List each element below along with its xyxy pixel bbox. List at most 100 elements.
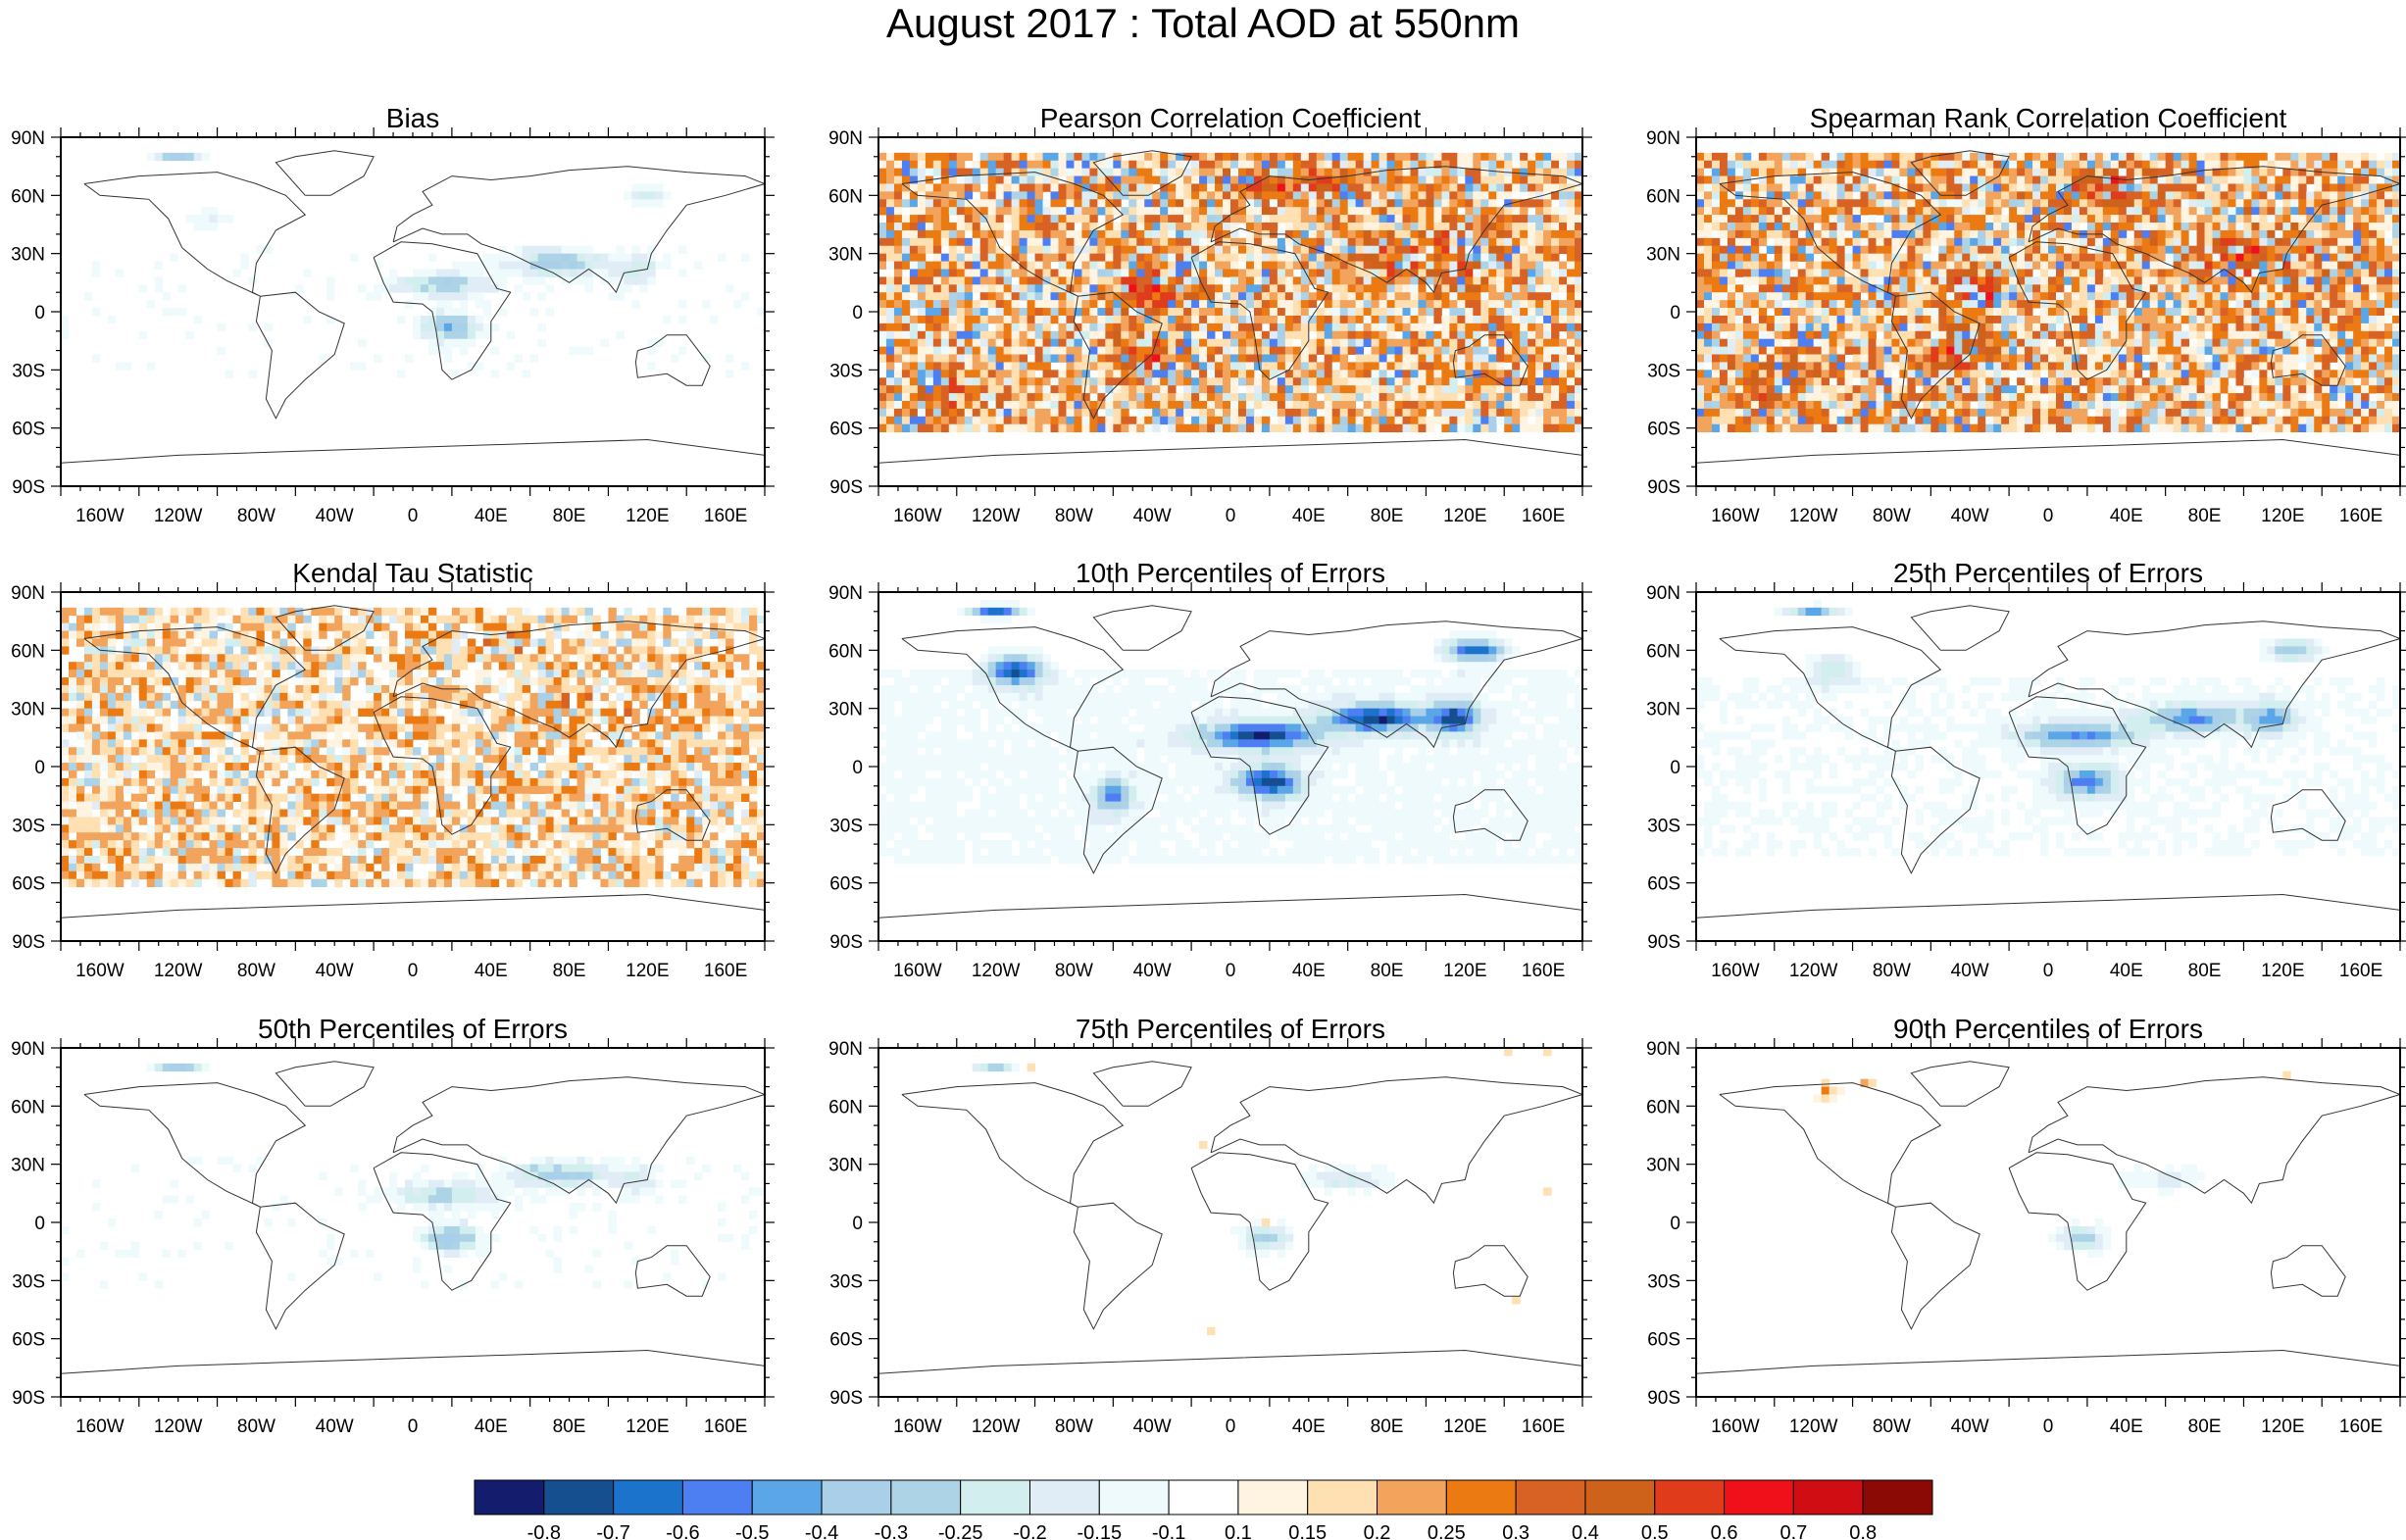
data-cell: [1363, 385, 1372, 394]
data-cell: [1223, 338, 1231, 347]
data-cell: [979, 370, 989, 378]
data-cell: [885, 400, 895, 410]
data-cell: [1480, 323, 1489, 332]
data-cell: [1520, 168, 1529, 176]
data-cell: [1066, 362, 1075, 371]
data-cell: [1386, 223, 1395, 231]
data-cell: [498, 245, 508, 255]
data-cell: [655, 261, 664, 270]
data-cell: [1488, 223, 1497, 231]
data-cell: [1868, 183, 1877, 192]
data-cell: [1121, 215, 1129, 224]
data-cell: [1520, 253, 1529, 262]
data-cell: [1324, 269, 1333, 277]
data-cell: [1050, 152, 1059, 162]
data-cell: [1543, 323, 1552, 332]
data-cell: [1034, 308, 1043, 317]
data-cell: [2377, 237, 2385, 247]
data-cell: [1253, 269, 1263, 277]
data-cell: [1378, 338, 1387, 347]
data-cell: [2235, 199, 2244, 208]
data-cell: [1261, 223, 1271, 231]
data-cell: [2165, 168, 2175, 176]
data-cell: [1543, 400, 1552, 410]
data-cell: [1528, 229, 1536, 239]
data-cell: [1207, 338, 1216, 347]
data-cell: [1551, 253, 1560, 262]
data-cell: [1559, 175, 1568, 184]
data-cell: [878, 199, 887, 208]
data-cell: [1097, 423, 1106, 433]
data-cell: [435, 284, 445, 293]
data-cell: [1160, 191, 1169, 200]
data-cell: [1473, 207, 1481, 216]
data-cell: [878, 229, 887, 239]
data-cell: [2282, 175, 2291, 184]
data-cell: [1567, 346, 1576, 355]
data-cell: [2133, 229, 2143, 239]
data-cell: [2055, 237, 2065, 247]
data-cell: [1316, 183, 1326, 192]
data-cell: [1019, 183, 1028, 192]
data-cell: [1512, 183, 1521, 192]
data-cell: [1089, 423, 1098, 433]
data-cell: [1805, 215, 1815, 224]
data-cell: [1836, 183, 1845, 192]
data-cell: [1331, 168, 1341, 176]
data-cell: [1512, 152, 1521, 162]
data-cell: [1371, 338, 1379, 347]
data-cell: [1535, 168, 1544, 176]
data-cell: [1277, 199, 1286, 208]
data-cell: [1152, 253, 1161, 262]
data-cell: [1504, 183, 1513, 192]
data-cell: [948, 229, 958, 239]
data-cell: [2251, 223, 2260, 231]
data-cell: [940, 416, 950, 425]
data-cell: [1512, 423, 1521, 433]
data-cell: [1488, 370, 1497, 378]
data-cell: [1907, 253, 1916, 262]
data-cell: [885, 152, 895, 162]
data-cell: [1465, 215, 1474, 224]
data-cell: [1339, 377, 1349, 386]
data-cell: [1797, 223, 1807, 231]
data-cell: [2306, 253, 2315, 262]
data-cell: [1480, 183, 1489, 192]
data-cell: [878, 191, 887, 200]
data-cell: [1797, 191, 1807, 200]
data-cell: [624, 261, 632, 270]
data-cell: [2165, 207, 2175, 216]
data-cell: [1504, 284, 1513, 293]
data-cell: [893, 245, 903, 255]
data-cell: [1465, 292, 1474, 301]
data-cell: [2204, 229, 2213, 239]
data-cell: [1551, 229, 1560, 239]
data-cell: [1551, 416, 1560, 425]
data-cell: [1520, 261, 1529, 270]
data-cell: [2048, 207, 2057, 216]
data-cell: [979, 175, 989, 184]
data-cell: [576, 245, 585, 255]
data-cell: [1528, 215, 1536, 224]
data-cell: [1168, 377, 1177, 386]
data-cell: [1711, 183, 1721, 192]
data-cell: [1727, 245, 1736, 255]
data-cell: [1719, 152, 1729, 162]
data-cell: [2212, 245, 2221, 255]
data-cell: [1347, 416, 1357, 425]
data-cell: [631, 183, 640, 192]
data-cell: [1230, 362, 1239, 371]
data-cell: [1261, 168, 1271, 176]
data-cell: [2259, 175, 2268, 184]
data-cell: [1402, 199, 1411, 208]
data-cell: [1034, 354, 1043, 363]
data-cell: [964, 183, 974, 192]
data-cell: [1183, 207, 1192, 216]
data-cell: [2118, 191, 2128, 200]
data-cell: [1876, 245, 1884, 255]
data-cell: [1253, 284, 1263, 293]
data-cell: [1253, 346, 1263, 355]
data-cell: [893, 315, 903, 324]
data-cell: [498, 284, 508, 293]
data-cell: [1418, 253, 1427, 262]
